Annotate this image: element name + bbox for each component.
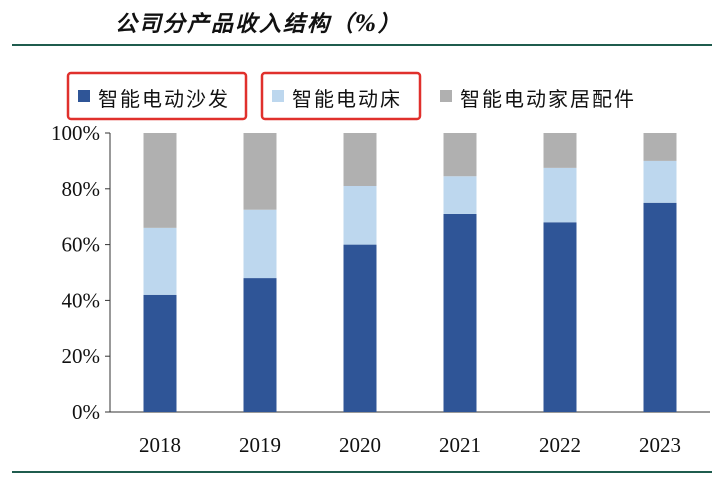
bar-segment-2-2023 [643,160,677,203]
bar-segment-1-2018 [143,294,177,412]
bar-segment-3-2023 [643,133,677,161]
y-tick-label: 40% [62,288,101,312]
bar-segment-3-2019 [243,133,277,210]
bar-segment-1-2021 [443,213,477,412]
legend-swatch [272,90,284,102]
axes: 0% 20% 40% 60% 80% 100% 2018 2019 2020 2021 2022 20… [51,121,710,457]
y-tick-label: 100% [51,121,100,145]
x-tick-label: 2022 [539,433,581,457]
legend-label: 智能电动沙发 [98,87,230,111]
legend-label: 智能电动床 [292,87,402,111]
legend-highlight-box [260,71,422,121]
bar-segment-1-2019 [243,278,277,412]
x-tick-label: 2021 [439,433,481,457]
top-rule [12,44,712,46]
legend-label: 智能电动家居配件 [460,87,636,111]
bar-segment-2-2019 [243,209,277,279]
x-tick-label: 2023 [639,433,681,457]
legend: 智能电动沙发 智能电动床 智能电动家居配件 [66,71,636,121]
bar-segment-1-2022 [543,222,577,412]
y-tick-label: 0% [72,400,100,424]
bar-segment-2-2020 [343,186,377,245]
x-tick-label: 2018 [139,433,181,457]
y-tick-label: 80% [62,177,101,201]
legend-highlight-box [66,71,248,121]
legend-swatch [440,90,452,102]
bar-segment-1-2023 [643,202,677,412]
y-tick-label: 60% [62,233,101,257]
bar-segment-3-2020 [343,133,377,187]
bar-segment-3-2018 [143,133,177,228]
bar-segment-2-2022 [543,167,577,223]
bars [143,133,677,412]
bar-segment-3-2021 [443,133,477,177]
bar-segment-1-2020 [343,244,377,412]
x-tick-label: 2020 [339,433,381,457]
y-tick-label: 20% [62,344,101,368]
x-tick-label: 2019 [239,433,281,457]
chart-title: 公司分产品收入结构（%） [115,11,402,37]
legend-swatch [78,90,90,102]
bottom-rule [12,471,712,473]
bar-segment-2-2021 [443,176,477,214]
bar-segment-2-2018 [143,227,177,295]
bar-segment-3-2022 [543,133,577,168]
